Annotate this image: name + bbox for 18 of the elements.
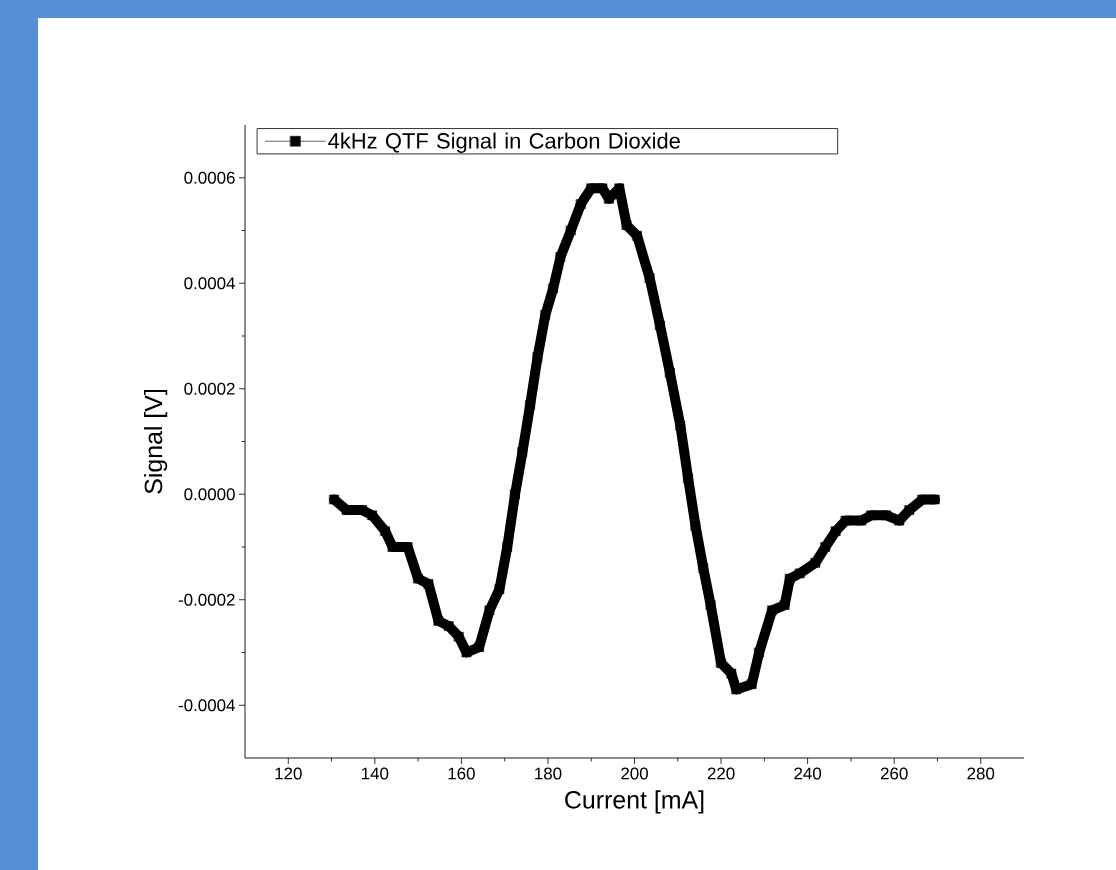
x-tick-label: 180 [535,767,562,780]
legend-label: 4kHz QTF Signal in Carbon Dioxide [328,132,680,153]
y-tick-label: 0.0004 [184,277,235,290]
y-axis-title: Signal [V] [143,390,168,494]
y-tick-label: 0.0002 [184,382,235,395]
y-tick-label: -0.0002 [178,593,235,606]
x-tick-label: 280 [967,767,995,780]
x-tick-label: 140 [362,767,389,780]
x-tick-label: 120 [275,767,302,780]
y-tick-label: 0.0006 [184,171,235,184]
x-tick-label: 240 [794,767,822,780]
x-tick-label: 160 [448,767,475,780]
x-axis-title: Current [mA] [565,790,704,814]
y-tick-label: 0.0000 [184,488,235,501]
x-tick-label: 260 [880,767,908,780]
x-tick-label: 220 [707,767,735,780]
x-tick-label: 200 [621,767,648,780]
y-tick-label: -0.0004 [178,699,235,712]
